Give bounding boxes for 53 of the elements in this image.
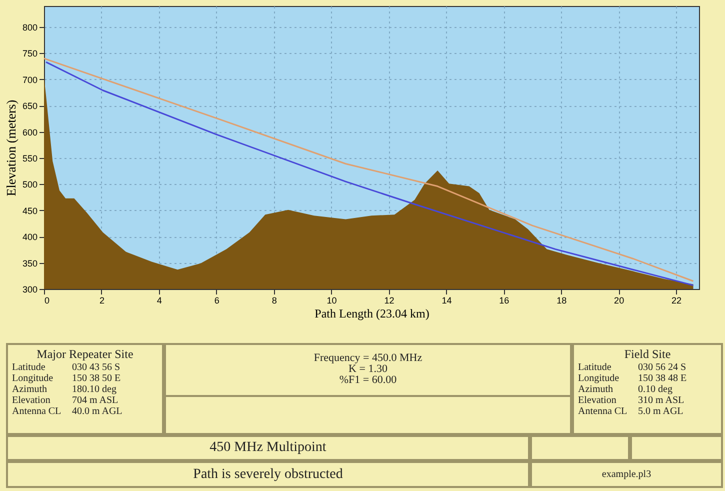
text: 704 m ASL xyxy=(72,395,118,406)
x-tick-label: 8 xyxy=(272,296,277,306)
text: 40.0 m AGL xyxy=(72,406,122,417)
text: Frequency = 450.0 MHz xyxy=(312,352,424,364)
y-tick-label: 350 xyxy=(22,258,38,268)
x-tick-label: 2 xyxy=(99,296,104,306)
text: 0.10 deg xyxy=(638,384,672,395)
x-tick-label: 0 xyxy=(44,296,50,306)
y-tick-label: 550 xyxy=(22,153,38,164)
text: Elevation xyxy=(12,395,52,406)
text: 5.0 m AGL xyxy=(638,406,684,417)
text: Major Repeater Site xyxy=(36,347,134,362)
y-tick-label: 700 xyxy=(22,74,38,85)
y-tick-label: 600 xyxy=(22,127,38,138)
text: Latitude xyxy=(578,362,612,373)
x-tick-label: 10 xyxy=(326,296,337,306)
text: 180.10 deg xyxy=(72,384,116,395)
text: 150 38 50 E xyxy=(72,373,121,384)
text: 030 56 24 S xyxy=(638,362,686,373)
y-tick-label: 500 xyxy=(22,180,38,190)
y-tick-label: 400 xyxy=(22,232,38,242)
text: Azimuth xyxy=(578,384,614,395)
text: Field Site xyxy=(623,347,672,362)
text: Path is severely obstructed xyxy=(8,463,528,486)
text: K = 1.30 xyxy=(348,363,388,375)
x-tick-label: 12 xyxy=(384,296,394,306)
x-tick-label: 18 xyxy=(556,296,567,306)
text: Longitude xyxy=(578,373,620,384)
text: Azimuth xyxy=(12,384,48,395)
y-tick-label: 800 xyxy=(22,22,38,32)
y-tick-label: 450 xyxy=(22,206,38,216)
text: 030 43 56 S xyxy=(72,362,120,373)
x-tick-label: 20 xyxy=(614,296,624,306)
text: Longitude xyxy=(12,373,54,384)
y-tick-label: 650 xyxy=(22,101,38,112)
x-tick-label: 16 xyxy=(499,296,510,306)
x-tick-label: 14 xyxy=(442,296,452,306)
x-tick-label: 6 xyxy=(214,296,220,306)
x-tick-label: 22 xyxy=(672,296,682,306)
x-tick-label: 4 xyxy=(156,296,162,306)
text: 450 MHz Multipoint xyxy=(8,437,528,459)
x-axis-title: Path Length (23.04 km) xyxy=(314,306,430,320)
text: %F1 = 60.00 xyxy=(338,374,398,386)
text: 150 38 48 E xyxy=(638,373,687,384)
text: 310 m ASL xyxy=(638,395,684,406)
text: Antenna CL xyxy=(12,406,62,417)
y-axis-title: Elevation (meters) xyxy=(3,100,18,196)
text: Latitude xyxy=(12,362,46,373)
text: example.pl3 xyxy=(532,463,721,486)
text: Antenna CL xyxy=(578,406,628,417)
y-tick-label: 750 xyxy=(22,48,38,59)
text: Elevation xyxy=(578,395,618,406)
y-tick-label: 300 xyxy=(22,284,38,294)
